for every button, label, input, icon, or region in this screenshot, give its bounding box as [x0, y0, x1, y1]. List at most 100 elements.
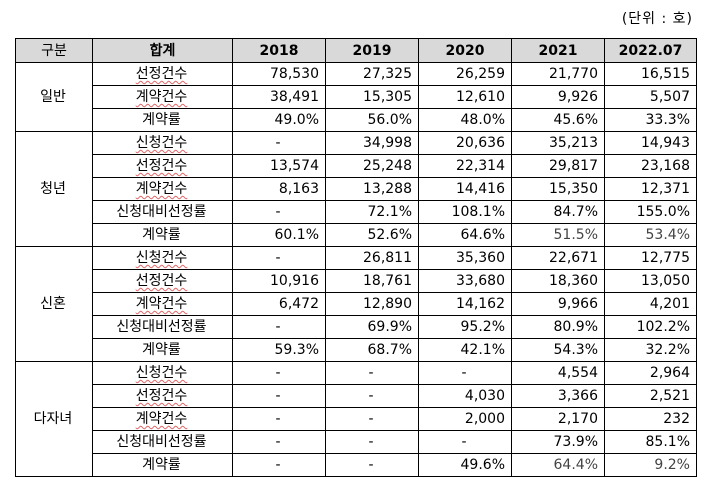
table-row: 선정건수 10,916 18,761 33,680 18,360 13,050 [16, 269, 697, 293]
value-cell: 16,515 [604, 62, 697, 86]
row-label: 신청대비선정률 [116, 319, 207, 335]
value-cell: 13,574 [232, 154, 326, 178]
row-label: 계약건수 [135, 89, 188, 105]
value-cell: - [325, 384, 419, 408]
unit-note: (단위 : 호) [621, 11, 693, 27]
row-label: 선정건수 [135, 66, 188, 82]
row-label-cell: 선정건수 [92, 154, 233, 178]
value-cell: 25,248 [325, 154, 419, 178]
value-cell: 14,943 [604, 131, 697, 155]
table-row: 신청대비선정률 -72.1% 108.1% 84.7% 155.0% [16, 200, 697, 224]
row-label: 신청건수 [135, 365, 188, 381]
value-cell: - [232, 315, 326, 339]
group-name: 다자녀 [15, 361, 93, 477]
value-cell: 9,926 [511, 85, 605, 109]
row-label-cell: 신청대비선정률 [92, 315, 233, 339]
value-cell: 14,162 [418, 292, 512, 316]
value-cell: 48.0% [418, 108, 512, 132]
header-row: 구분 합계 2018 2019 2020 2021 2022.07 [15, 38, 697, 63]
value-cell: 54.3% [511, 338, 605, 362]
row-label-cell: 계약건수 [92, 85, 233, 109]
row-label-cell: 계약건수 [92, 292, 233, 316]
row-label-cell: 계약률 [92, 453, 233, 477]
value-cell: 38,491 [232, 85, 326, 109]
value-cell: - [325, 407, 419, 431]
value-cell: 15,350 [511, 177, 605, 201]
value-cell: 4,554 [511, 361, 605, 385]
table-row: 계약률 60.1% 52.6% 64.6% 51.5% 53.4% [16, 223, 697, 247]
value-cell: 60.1% [232, 223, 326, 247]
value-cell: 102.2% [604, 315, 697, 339]
row-label: 선정건수 [135, 158, 188, 174]
row-label: 계약률 [142, 457, 181, 473]
table-row: 계약률 59.3% 68.7% 42.1% 54.3% 32.2% [16, 338, 697, 362]
row-label-cell: 신청건수 [92, 361, 233, 385]
value-cell: 52.6% [325, 223, 419, 247]
row-label-cell: 선정건수 [92, 62, 233, 86]
value-cell: 49.0% [232, 108, 326, 132]
value-cell: 6,472 [232, 292, 326, 316]
value-cell: 29,817 [511, 154, 605, 178]
value-cell: 32.2% [604, 338, 697, 362]
value-cell: - [232, 246, 326, 270]
value-cell: 69.9% [325, 315, 419, 339]
row-label-cell: 계약률 [92, 223, 233, 247]
row-label: 계약률 [142, 227, 181, 243]
row-label-cell: 계약률 [92, 338, 233, 362]
value-cell: 85.1% [604, 430, 697, 454]
value-cell: 45.6% [511, 108, 605, 132]
row-label: 계약률 [142, 112, 181, 128]
value-cell: 2,964 [604, 361, 697, 385]
row-label-cell: 신청건수 [92, 131, 233, 155]
value-cell: 84.7% [511, 200, 605, 224]
table-row: 선정건수 13,574 25,248 22,314 29,817 23,168 [16, 154, 697, 178]
value-cell: - [232, 430, 326, 454]
value-cell: 4,201 [604, 292, 697, 316]
value-cell: 13,050 [604, 269, 697, 293]
value-cell: - [232, 361, 326, 385]
value-cell: 18,761 [325, 269, 419, 293]
value-cell: 14,416 [418, 177, 512, 201]
value-cell: 72.1% [325, 200, 419, 224]
housing-contract-table: 구분 합계 2018 2019 2020 2021 2022.07 일반 선정건수… [15, 38, 697, 477]
group-name: 일반 [15, 62, 93, 132]
table-row: 계약률 49.0% 56.0% 48.0% 45.6% 33.3% [16, 108, 697, 132]
value-cell: 232 [604, 407, 697, 431]
row-label: 신청대비선정률 [116, 204, 207, 220]
table-row: 계약건수 - -2,000 2,170 232 [16, 407, 697, 431]
value-cell: 27,325 [325, 62, 419, 86]
row-label-cell: 계약건수 [92, 407, 233, 431]
table-row: 신혼 신청건수 -26,811 35,360 22,671 12,775 [15, 246, 697, 362]
row-label-cell: 계약률 [92, 108, 233, 132]
value-cell: 73.9% [511, 430, 605, 454]
value-cell: 18,360 [511, 269, 605, 293]
value-cell: 2,170 [511, 407, 605, 431]
value-cell: 8,163 [232, 177, 326, 201]
value-cell: 53.4% [604, 223, 697, 247]
value-cell: 13,288 [325, 177, 419, 201]
row-label-cell: 신청대비선정률 [92, 200, 233, 224]
row-label: 계약건수 [135, 181, 188, 197]
value-cell: 2,000 [418, 407, 512, 431]
table-row: 선정건수 - -4,030 3,366 2,521 [16, 384, 697, 408]
value-cell: - [232, 384, 326, 408]
value-cell: 49.6% [418, 453, 512, 477]
value-cell: 59.3% [232, 338, 326, 362]
header-category: 구분 [15, 38, 93, 63]
header-year-2020: 2020 [418, 38, 512, 63]
value-cell: - [325, 430, 419, 454]
value-cell: 108.1% [418, 200, 512, 224]
value-cell: - [325, 361, 419, 385]
table-body: 일반 선정건수 78,530 27,325 26,259 21,770 16,515 계약건수… [15, 62, 697, 477]
value-cell: 33,680 [418, 269, 512, 293]
row-label-cell: 선정건수 [92, 269, 233, 293]
value-cell: 10,916 [232, 269, 326, 293]
header-year-2018: 2018 [232, 38, 326, 63]
value-cell: 22,314 [418, 154, 512, 178]
row-label-cell: 신청건수 [92, 246, 233, 270]
value-cell: 26,811 [325, 246, 419, 270]
value-cell: 35,360 [418, 246, 512, 270]
header-year-2021: 2021 [511, 38, 605, 63]
value-cell: 78,530 [232, 62, 326, 86]
value-cell: 20,636 [418, 131, 512, 155]
